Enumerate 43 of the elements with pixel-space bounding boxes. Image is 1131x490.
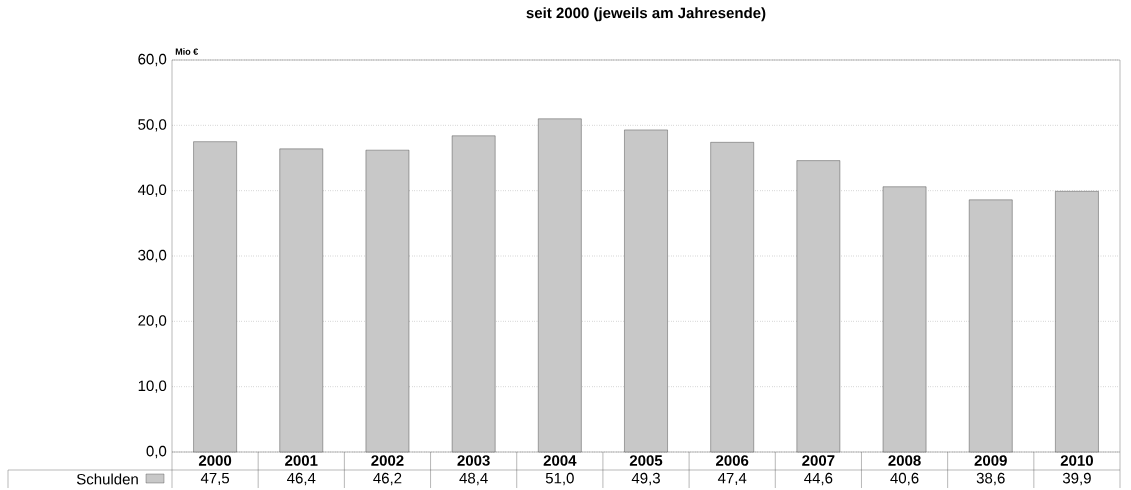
bar xyxy=(279,148,324,453)
legend-label: Schulden xyxy=(76,473,138,485)
y-tick-label: 20,0 xyxy=(138,315,167,328)
x-tick-label: 2003 xyxy=(457,455,490,466)
y-tick-label: 0,0 xyxy=(146,445,167,459)
data-label: 47,4 xyxy=(717,472,747,486)
bar xyxy=(624,129,668,453)
data-label: 47,5 xyxy=(200,472,230,486)
bar xyxy=(796,160,841,453)
x-tick-label: 2006 xyxy=(716,455,749,466)
y-axis-title: Mio € xyxy=(175,48,199,55)
bar xyxy=(365,149,410,453)
data-label: 46,4 xyxy=(287,472,316,486)
data-label: 44,6 xyxy=(804,472,833,486)
data-label: 40,6 xyxy=(890,472,919,486)
data-label: 48,4 xyxy=(459,472,488,486)
x-tick-label: 2010 xyxy=(1060,455,1093,466)
y-tick-label: 50,0 xyxy=(138,119,167,132)
data-label: 38,6 xyxy=(976,472,1005,486)
bar xyxy=(451,135,496,453)
chart-title: seit 2000 (jeweils am Jahresende) xyxy=(526,7,766,22)
y-tick-label: 40,0 xyxy=(137,184,167,197)
data-label: 39,9 xyxy=(1062,472,1091,486)
x-tick-label: 2005 xyxy=(629,455,663,466)
data-label: 46,2 xyxy=(373,472,402,486)
y-tick-label: 30,0 xyxy=(138,249,167,263)
x-tick-label: 2001 xyxy=(285,455,318,466)
data-label: 49,3 xyxy=(631,472,660,486)
data-label: 51,0 xyxy=(545,472,574,486)
bar xyxy=(538,118,582,453)
y-tick-label: 10,0 xyxy=(138,380,167,393)
x-tick-label: 2002 xyxy=(371,455,404,466)
y-tick-label: 60,0 xyxy=(138,53,167,67)
bar xyxy=(882,186,927,453)
x-tick-label: 2007 xyxy=(802,455,835,466)
bar xyxy=(1055,191,1099,453)
x-tick-label: 2008 xyxy=(888,455,921,466)
x-tick-label: 2004 xyxy=(543,455,577,466)
bar xyxy=(193,141,237,453)
bar xyxy=(968,199,1013,453)
bar xyxy=(710,142,754,453)
x-tick-label: 2009 xyxy=(974,455,1007,466)
x-tick-label: 2000 xyxy=(198,455,232,466)
